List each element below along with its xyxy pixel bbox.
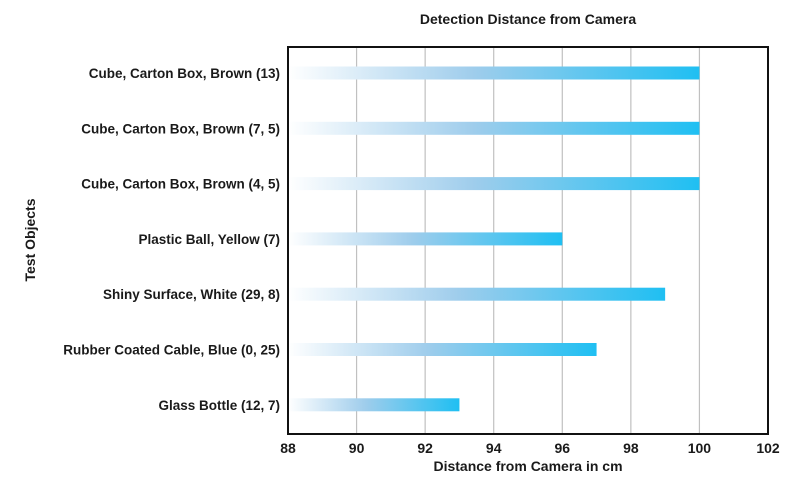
x-tick-label: 100 <box>688 440 712 456</box>
bar <box>288 398 460 412</box>
category-label: Shiny Surface, White (29, 8) <box>103 287 280 302</box>
category-label: Glass Bottle (12, 7) <box>158 398 280 413</box>
bar <box>288 121 700 135</box>
bar <box>288 66 700 80</box>
category-labels: Cube, Carton Box, Brown (13) Cube, Carton… <box>63 66 280 413</box>
x-tick-label: 92 <box>417 440 433 456</box>
category-label: Cube, Carton Box, Brown (13) <box>89 66 280 81</box>
x-tick-label: 94 <box>486 440 502 456</box>
x-tick-label: 102 <box>756 440 780 456</box>
bar <box>288 343 597 356</box>
bar <box>288 177 700 191</box>
x-tick-label: 98 <box>623 440 639 456</box>
x-axis-title: Distance from Camera in cm <box>433 458 622 474</box>
plot-frame <box>287 46 769 435</box>
category-label: Plastic Ball, Yellow (7) <box>138 232 280 247</box>
category-label: Cube, Carton Box, Brown (4, 5) <box>81 177 280 192</box>
bars <box>288 66 700 412</box>
category-label: Rubber Coated Cable, Blue (0, 25) <box>63 343 280 358</box>
x-tick-label: 88 <box>280 440 296 456</box>
x-tick-labels: 88 90 92 94 96 98 100 102 <box>280 440 780 456</box>
y-axis-title: Test Objects <box>22 198 38 281</box>
chart-title: Detection Distance from Camera <box>420 11 637 27</box>
category-label: Cube, Carton Box, Brown (7, 5) <box>81 121 280 136</box>
bar <box>288 287 666 301</box>
bar <box>288 232 563 246</box>
x-tick-label: 96 <box>554 440 570 456</box>
x-tick-label: 90 <box>349 440 365 456</box>
